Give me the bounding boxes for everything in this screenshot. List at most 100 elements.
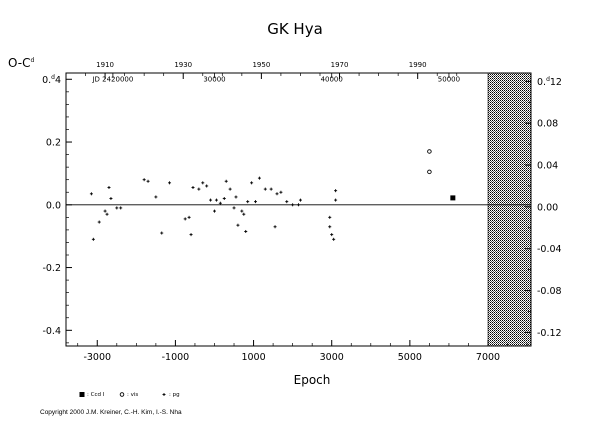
pg-point: [197, 187, 201, 191]
pg-point: [191, 186, 195, 190]
x-axis-label: Epoch: [294, 373, 331, 387]
year-tick-label: 1910: [96, 61, 114, 69]
pg-point: [273, 225, 277, 229]
jd-label: JD 2420000: [91, 76, 133, 84]
pg-point: [189, 233, 193, 237]
year-tick-label: 1930: [174, 61, 192, 69]
pg-point: [279, 190, 283, 194]
pg-point: [209, 198, 213, 202]
pg-point: [119, 206, 123, 210]
x-tick-label: 7000: [476, 352, 500, 363]
x-tick-label: 1000: [241, 352, 265, 363]
y2-top-tick-label: 0.d12: [537, 76, 562, 88]
y2-tick-label: -0.08: [537, 286, 562, 297]
pg-point: [142, 178, 146, 182]
pg-point: [187, 215, 191, 219]
pg-point: [160, 231, 164, 235]
legend-label: : pg: [169, 392, 180, 398]
y-top-tick-label: 0.d4: [42, 74, 61, 86]
pg-point: [330, 233, 334, 237]
year-tick-label: 1950: [252, 61, 270, 69]
pg-point: [244, 229, 248, 233]
hatched-rect: [487, 72, 532, 347]
year-tick-label: 1970: [331, 61, 349, 69]
pg-point: [162, 393, 166, 396]
pg-point: [257, 176, 261, 180]
pg-point: [254, 200, 258, 204]
pg-point: [109, 197, 113, 201]
pg-point: [232, 206, 236, 210]
y-tick-label: -0.4: [42, 326, 61, 337]
pg-point: [183, 217, 187, 221]
pg-point: [297, 203, 300, 207]
pg-point: [214, 198, 218, 202]
pg-point: [89, 192, 93, 196]
ccd-point: [450, 195, 456, 201]
pg-point: [115, 206, 119, 210]
year-tick-label: 1990: [409, 61, 427, 69]
pg-point: [334, 189, 338, 193]
pg-point: [334, 198, 338, 202]
y-tick-label: 0.0: [46, 200, 61, 211]
pg-point: [201, 181, 205, 185]
pg-point: [298, 198, 302, 202]
x-tick-label: -3000: [83, 352, 111, 363]
pg-point: [234, 195, 238, 199]
legend-label: : Ccd I: [87, 392, 105, 398]
vis-point: [427, 149, 432, 154]
pg-point: [242, 212, 246, 216]
y-tick-label: 0.2: [46, 138, 61, 149]
y-axis-label: O-Cd: [8, 56, 35, 70]
hatched-region: [487, 72, 532, 347]
copyright-text: Copyright 2000 J.M. Kreiner, C.-H. Kim, …: [40, 409, 182, 416]
pg-point: [240, 209, 244, 213]
y-axis-label-text: O-C: [8, 56, 31, 70]
y2-tick-label: 0.04: [537, 161, 558, 172]
pg-point: [107, 186, 111, 190]
pg-point: [154, 195, 158, 199]
pg-point: [218, 201, 222, 205]
pg-point: [105, 212, 109, 216]
y2-tick-label: -0.04: [537, 244, 562, 255]
pg-point: [224, 179, 228, 183]
pg-point: [250, 181, 254, 185]
x-tick-label: 5000: [398, 352, 422, 363]
pg-point: [269, 187, 273, 191]
pg-point: [236, 223, 240, 227]
jd-label: 40000: [321, 76, 343, 84]
x-tick-label: -1000: [162, 352, 190, 363]
pg-point: [222, 197, 226, 201]
pg-point: [103, 209, 107, 213]
pg-point: [332, 237, 336, 241]
jd-label: 30000: [203, 76, 225, 84]
chart-title: GK Hya: [267, 20, 323, 38]
y2-tick-label: 0.00: [537, 202, 558, 213]
data-points: [89, 149, 456, 241]
pg-point: [205, 184, 209, 188]
axes: [65, 72, 532, 347]
legend-item: : pg: [162, 392, 180, 398]
y-axis-label-sup: d: [31, 57, 35, 64]
pg-point: [97, 220, 101, 224]
plot-frame: [65, 72, 532, 347]
jd-label: 50000: [438, 76, 460, 84]
x-tick-label: 3000: [320, 352, 344, 363]
legend-item: : vis: [119, 392, 138, 398]
pg-point: [275, 192, 279, 196]
y-tick-label: -0.2: [42, 263, 61, 274]
pg-point: [328, 225, 332, 229]
pg-point: [228, 187, 232, 191]
pg-point: [168, 181, 172, 185]
axis-ticks: -3000 -1000 1000 3000 5000 7000 -0.4 -0.2 0.0 0.2…: [42, 61, 562, 363]
pg-point: [246, 200, 250, 204]
vis-point: [119, 392, 125, 397]
pg-point: [146, 179, 150, 183]
legend-item: : Ccd I: [79, 392, 105, 398]
y2-tick-label: 0.08: [537, 119, 558, 130]
pg-point: [328, 215, 332, 219]
legend: : Ccd I : vis : pg: [79, 392, 180, 398]
pg-point: [291, 203, 295, 207]
pg-point: [263, 187, 267, 191]
y2-tick-label: -0.12: [537, 328, 562, 339]
